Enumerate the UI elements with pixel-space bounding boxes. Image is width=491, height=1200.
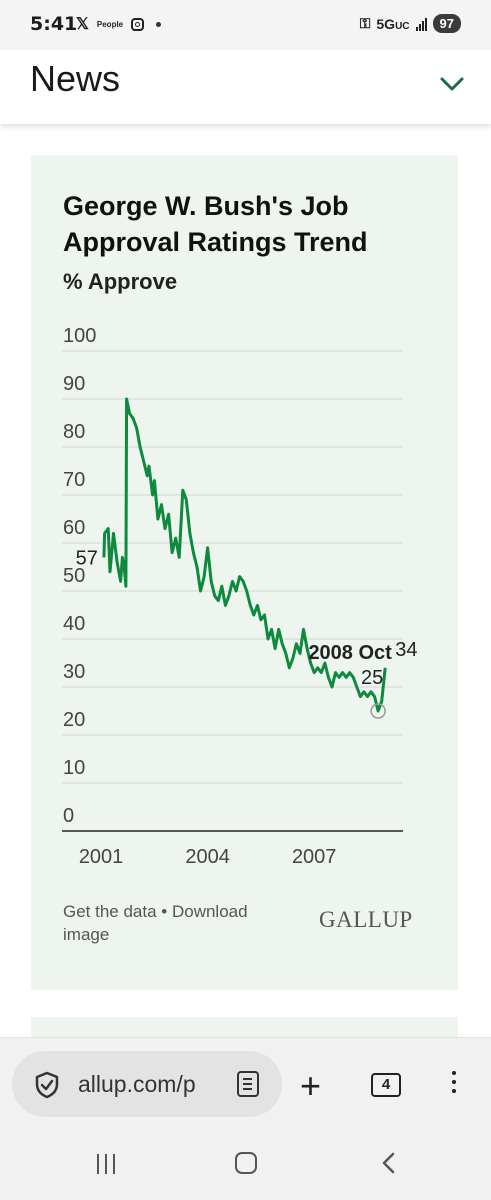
shield-check-icon[interactable] (34, 1071, 60, 1099)
status-right: ⚿ 5GUC 97 (360, 14, 461, 33)
more-menu-icon[interactable] (448, 1068, 460, 1100)
chart-card: George W. Bush's Job Approval Ratings Tr… (31, 155, 458, 990)
vpn-key-icon: ⚿ (359, 15, 371, 31)
get-data-download-link[interactable]: Get the data • Download image (63, 902, 248, 944)
address-bar[interactable]: allup.com/p (12, 1051, 282, 1117)
y-tick-label: 0 (63, 805, 74, 827)
new-tab-button[interactable]: + (300, 1065, 322, 1106)
battery-icon: 97 (432, 14, 461, 33)
system-nav-bar (0, 1132, 491, 1200)
network-subtype: UC (395, 20, 410, 32)
highlight-point-marker (370, 703, 386, 719)
y-tick-label: 30 (63, 661, 85, 683)
reader-mode-icon[interactable] (237, 1071, 259, 1097)
y-tick-label: 90 (63, 373, 85, 395)
chart-subtitle: % Approve (63, 269, 178, 294)
highlight-value-label: 25 (361, 667, 383, 689)
instagram-icon (131, 17, 145, 31)
y-tick-label: 80 (63, 421, 85, 443)
notification-icons: 𝕏 People (76, 14, 162, 34)
signal-icon (415, 17, 427, 31)
page-title: News (30, 58, 121, 99)
x-logo-icon: 𝕏 (76, 16, 89, 33)
x-tick-label: 2007 (292, 846, 337, 868)
highlight-date-label: 2008 Oct (308, 642, 392, 664)
approval-series-line (102, 397, 387, 713)
recent-apps-icon[interactable] (97, 1154, 115, 1174)
y-tick-label: 70 (63, 469, 85, 491)
tabs-count-button[interactable]: 4 (371, 1073, 401, 1097)
y-tick-label: 60 (63, 517, 85, 539)
browser-toolbar: allup.com/p + 4 (0, 1037, 491, 1133)
people-logo-icon: People (96, 19, 124, 29)
chart-title: George W. Bush's Job Approval Ratings Tr… (63, 191, 368, 257)
url-text[interactable]: allup.com/p (78, 1071, 196, 1097)
news-header: News (0, 50, 491, 124)
start-value-label: 57 (76, 547, 98, 569)
y-tick-label: 20 (63, 709, 85, 731)
status-time: 5:41 (30, 13, 78, 35)
back-icon[interactable] (378, 1152, 400, 1174)
y-tick-label: 50 (63, 565, 85, 587)
end-value-label: 34 (395, 639, 417, 661)
gallup-logo: GALLUP (319, 907, 413, 932)
y-tick-label: 40 (63, 613, 85, 635)
x-tick-label: 2001 (79, 846, 124, 868)
y-tick-label: 100 (63, 325, 96, 347)
status-bar: 5:41 𝕏 People ⚿ 5GUC 97 (0, 0, 491, 50)
chevron-down-icon[interactable] (439, 74, 465, 94)
more-notifications-dot-icon (156, 21, 162, 27)
y-tick-label: 10 (63, 757, 85, 779)
x-tick-label: 2004 (185, 846, 230, 868)
network-type: 5GUC (376, 15, 410, 32)
home-icon[interactable] (235, 1152, 257, 1174)
